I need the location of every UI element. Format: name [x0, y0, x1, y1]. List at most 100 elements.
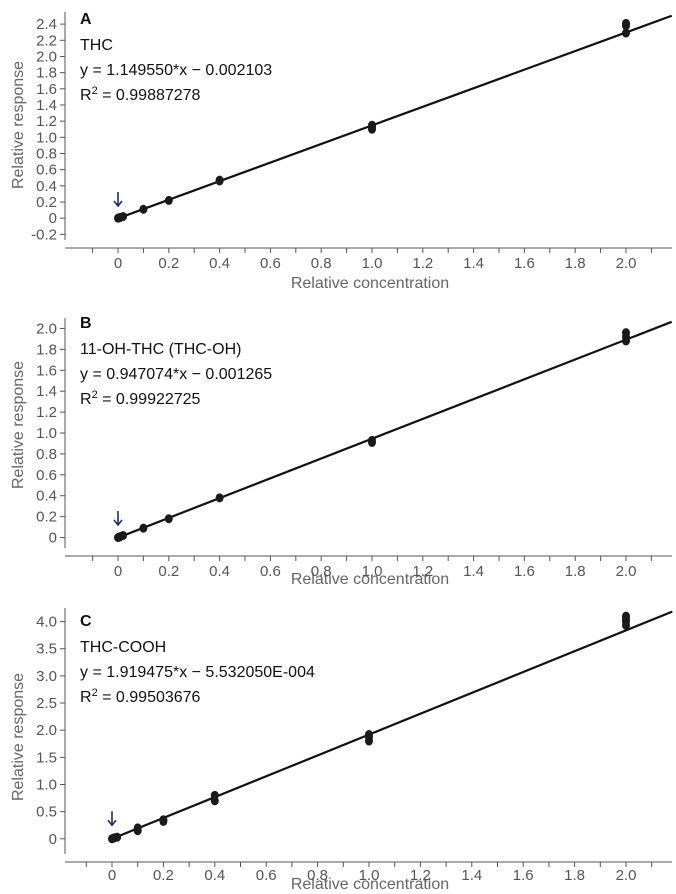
low-conc-arrow-icon	[113, 511, 123, 527]
x-axis-title: Relative concentration	[291, 275, 449, 292]
data-point	[164, 195, 173, 205]
data-point	[215, 493, 224, 503]
regression-line	[117, 320, 673, 539]
y-tick-label: 0	[49, 831, 57, 848]
data-point	[622, 328, 630, 338]
y-tick-label: 0.4	[36, 488, 57, 505]
data-point	[159, 815, 168, 825]
y-tick-label: 2.0	[36, 48, 57, 65]
data-point	[139, 204, 148, 214]
x-tick-label: 1.0	[362, 255, 383, 272]
analyte-name: THC-COOH	[80, 639, 166, 656]
regression-line	[117, 14, 673, 220]
y-tick-label: 2.0	[36, 722, 57, 739]
data-point	[119, 212, 128, 222]
panel-a-plot: -0.200.20.40.60.81.01.21.41.61.82.02.22.…	[31, 12, 673, 272]
x-tick-label: 0.2	[158, 563, 179, 580]
data-point	[368, 435, 376, 445]
y-tick-label: 1.8	[36, 341, 57, 358]
x-tick-label: 1.6	[514, 255, 535, 272]
data-point	[164, 514, 173, 524]
data-point	[365, 730, 373, 740]
data-point	[622, 28, 630, 38]
y-tick-label: 0.2	[36, 194, 57, 211]
x-tick-label: 1.8	[564, 867, 585, 884]
x-tick-label: 0.4	[209, 255, 230, 272]
y-tick-label: 0	[49, 530, 57, 547]
x-tick-label: 1.4	[463, 255, 484, 272]
y-tick-label: 1.0	[36, 129, 57, 146]
panel-label: A	[80, 11, 92, 28]
x-axis-title: Relative concentration	[291, 571, 449, 588]
x-tick-label: 1.0	[359, 867, 380, 884]
x-tick-label: 2.0	[616, 867, 637, 884]
r-squared: R2 = 0.99503676	[80, 687, 201, 706]
x-tick-label: 0.8	[311, 255, 332, 272]
y-tick-label: 0.6	[36, 467, 57, 484]
regression-line	[111, 610, 673, 840]
y-tick-label: 0	[49, 210, 57, 227]
y-tick-label: 1.2	[36, 113, 57, 130]
panel-label: C	[80, 613, 92, 630]
regression-equation: y = 0.947074*x − 0.001265	[80, 366, 272, 383]
x-tick-label: 1.6	[514, 563, 535, 580]
x-tick-label: 1.8	[565, 255, 586, 272]
regression-equation: y = 1.149550*x − 0.002103	[80, 62, 272, 79]
y-tick-label: 1.4	[36, 97, 57, 114]
x-tick-label: 1.0	[362, 563, 383, 580]
y-axis-title: Relative response	[10, 361, 27, 489]
data-point	[215, 175, 224, 185]
y-tick-label: 1.0	[36, 425, 57, 442]
panel-a: A THC y = 1.149550*x − 0.002103 R2 = 0.9…	[10, 11, 449, 292]
x-tick-label: 0.8	[307, 867, 328, 884]
y-tick-label: 1.8	[36, 65, 57, 82]
x-tick-label: 1.2	[412, 563, 433, 580]
x-tick-label: 0.6	[260, 255, 281, 272]
y-tick-label: 3.5	[36, 641, 57, 658]
y-tick-label: 0.8	[36, 446, 57, 463]
x-tick-label: 0.6	[256, 867, 277, 884]
x-tick-label: 0.4	[204, 867, 225, 884]
y-tick-label: 2.2	[36, 32, 57, 49]
data-point	[210, 790, 219, 800]
regression-equation: y = 1.919475*x − 5.532050E-004	[80, 664, 315, 681]
y-tick-label: 1.2	[36, 404, 57, 421]
y-tick-label: 0.5	[36, 804, 57, 821]
r-squared: R2 = 0.99887278	[80, 85, 201, 104]
y-tick-label: 0.8	[36, 145, 57, 162]
x-tick-label: 2.0	[616, 563, 637, 580]
y-tick-label: 0.4	[36, 178, 57, 195]
data-point	[133, 823, 142, 833]
data-point	[368, 120, 376, 130]
x-tick-label: 1.2	[410, 867, 431, 884]
x-tick-label: 0.6	[260, 563, 281, 580]
y-tick-label: 3.0	[36, 668, 57, 685]
panel-b: B 11-OH-THC (THC-OH) y = 0.947074*x − 0.…	[10, 315, 449, 588]
low-conc-arrow-icon	[113, 192, 123, 208]
data-point	[622, 18, 630, 28]
y-tick-label: 1.4	[36, 383, 57, 400]
x-tick-label: 1.6	[513, 867, 534, 884]
analyte-name: THC	[80, 37, 113, 54]
y-axis-title: Relative response	[10, 673, 27, 801]
x-tick-label: 0.2	[153, 867, 174, 884]
x-tick-label: 1.2	[412, 255, 433, 272]
x-tick-label: 0	[114, 255, 122, 272]
y-tick-label: 0.2	[36, 509, 57, 526]
x-tick-label: 1.8	[565, 563, 586, 580]
x-tick-label: 0	[114, 563, 122, 580]
y-tick-label: 0.6	[36, 162, 57, 179]
panel-c: C THC-COOH y = 1.919475*x − 5.532050E-00…	[10, 613, 449, 893]
panel-b-plot: 0 0.2 0.4 0.6 0.8 1.0 1.2 1.4 1.6 1.8 2.0 0 0.2 0.4 0.…	[36, 318, 673, 580]
y-tick-label: 1.6	[36, 81, 57, 98]
y-tick-label: -0.2	[31, 226, 57, 243]
panel-label: B	[80, 315, 92, 332]
y-axis-title: Relative response	[10, 61, 27, 189]
y-tick-label: 1.0	[36, 776, 57, 793]
x-tick-label: 1.4	[461, 867, 482, 884]
y-tick-label: 1.6	[36, 362, 57, 379]
x-tick-label: 0	[108, 867, 116, 884]
x-tick-label: 0.4	[209, 563, 230, 580]
data-point	[113, 832, 122, 842]
